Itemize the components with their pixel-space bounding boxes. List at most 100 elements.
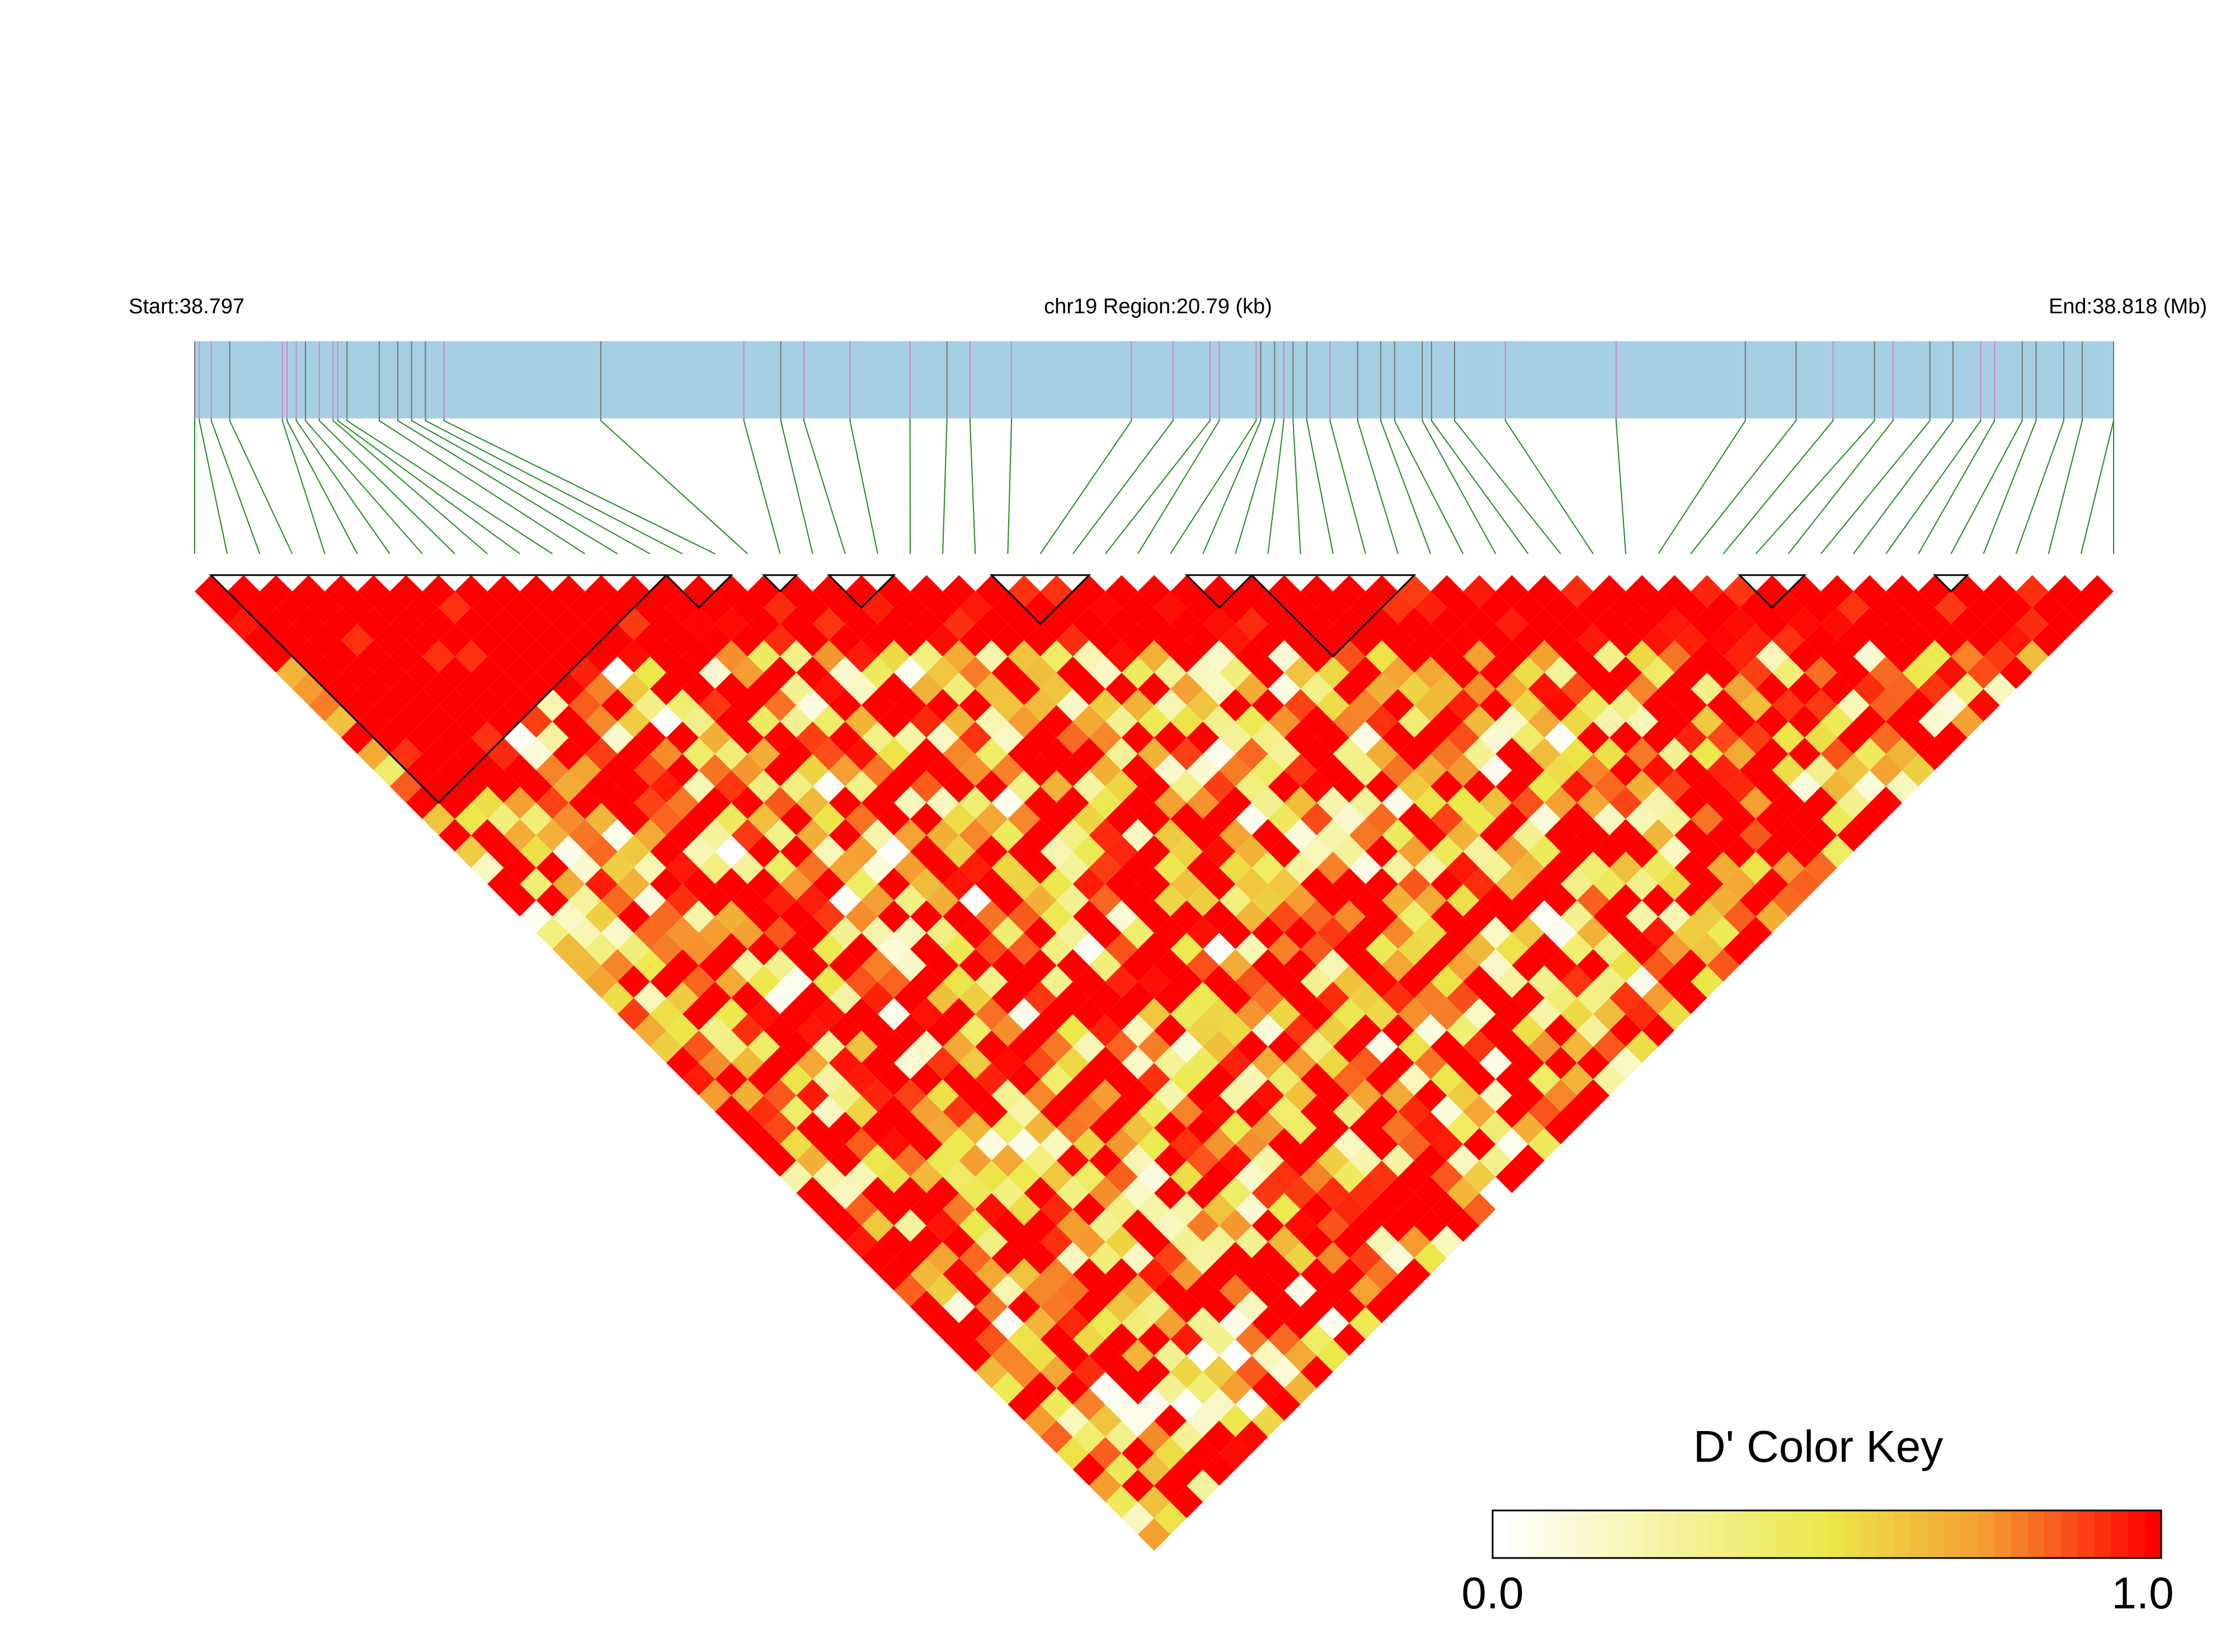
ld-cell [1170,770,1203,803]
ld-cell [1203,770,1236,803]
ld-cell [1495,1063,1528,1096]
ld-cell [520,868,553,901]
ld-cell [1431,1193,1464,1226]
ld-cell [1089,1046,1122,1080]
ld-cell [341,689,374,722]
ld-cell [959,1274,992,1307]
ld-cell [699,851,732,884]
ld-cell [617,965,650,998]
ld-cell [1691,835,1724,868]
ld-cell [910,1160,943,1193]
ld-cell [877,672,910,705]
ld-cell [943,640,976,673]
ld-cell [1528,1030,1561,1063]
ld-cell [1154,1144,1187,1177]
color-key-swatch [2011,1510,2028,1558]
ld-cell [617,737,650,770]
ld-cell [1008,1030,1041,1063]
ld-cell [1431,1160,1464,1193]
ld-cell [1788,737,1821,770]
ld-cell [1365,1160,1399,1193]
ld-cell [617,802,650,836]
ld-cell [1300,770,1333,803]
snp-connector [743,418,781,554]
ld-cell [1869,786,1903,820]
ld-cell [1398,770,1431,803]
ld-cell [1056,819,1089,852]
ld-cell [1316,1339,1349,1372]
ld-cell [1365,737,1399,770]
color-key-swatch [2077,1510,2095,1558]
ld-cell [1365,672,1399,705]
ld-cell [1154,819,1187,852]
ld-cell [1203,1095,1236,1128]
ld-cell [1203,900,1236,933]
ld-cell [357,640,390,673]
ld-cell [1268,965,1301,998]
ld-cell [1756,900,1789,933]
ld-cell [1853,672,1886,705]
ld-cell [747,608,780,641]
ld-cell [845,737,878,770]
ld-cell [633,689,666,722]
ld-cell [747,1063,780,1096]
ld-cell [910,1193,943,1226]
ld-cell [552,608,585,641]
ld-cell [1089,916,1122,949]
ld-cell [1918,737,1951,770]
ld-cell [829,1209,862,1242]
ld-cell [1008,1323,1041,1356]
ld-cell [877,1193,910,1226]
ld-cell [1056,851,1089,884]
ld-cell [1528,737,1561,770]
ld-cell [1008,900,1041,933]
ld-cell [1918,640,1951,673]
ld-cell [1560,933,1593,966]
ld-cell [1121,981,1154,1014]
ld-cell [1431,997,1464,1030]
ld-cell [1008,1128,1041,1161]
ld-cell [877,1128,910,1161]
ld-cell [1577,721,1610,754]
ld-cell [1040,1160,1073,1193]
ld-cell [1203,835,1236,868]
ld-cell [959,689,992,722]
ld-cell [1512,1014,1545,1047]
ld-cell [1479,1176,1512,1209]
ld-cell [1008,705,1041,738]
ld-cell [910,1258,943,1291]
ld-cell [1056,981,1089,1014]
ld-cell [877,1225,910,1258]
ld-cell [1056,1339,1089,1372]
ld-cell [1154,1241,1187,1274]
ld-cell [1577,1079,1610,1112]
ld-cell [1853,737,1886,770]
ld-cell [1577,624,1610,657]
ld-cell [1951,608,1984,641]
ld-cell [487,868,520,901]
ld-cell [1203,1063,1236,1096]
ld-cell [1008,672,1041,705]
ld-cell [1235,640,1268,673]
ld-cell [1398,933,1431,966]
ld-cell [910,835,943,868]
ld-cell [877,1030,910,1063]
ld-cell [699,1014,732,1047]
color-key-swatch [1743,1510,1761,1558]
color-key-swatch [1493,1510,1510,1558]
ld-cell [1365,640,1399,673]
ld-cell [959,851,992,884]
ld-cell [1999,656,2032,689]
ld-cell [1316,1144,1349,1177]
ld-cell [829,949,862,982]
ld-cell [991,721,1024,754]
snp-connector [1723,418,1834,554]
snp-connector [425,418,683,554]
ld-cell [1512,851,1545,884]
ld-cell [1056,1241,1089,1274]
ld-cell [1170,933,1203,966]
ld-cell [845,1225,878,1258]
snp-connector [2048,418,2083,554]
ld-cell [796,884,829,917]
ld-cell [389,640,422,673]
